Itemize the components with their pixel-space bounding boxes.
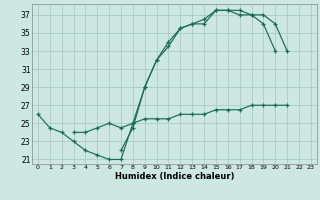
X-axis label: Humidex (Indice chaleur): Humidex (Indice chaleur) [115,172,234,181]
